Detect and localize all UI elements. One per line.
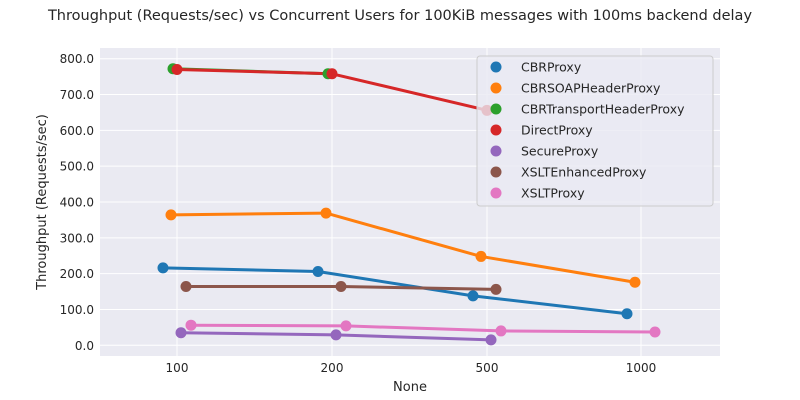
series-points <box>157 63 661 346</box>
legend-marker <box>490 124 502 136</box>
legend-marker <box>490 82 502 94</box>
data-point <box>165 209 177 221</box>
legend-label: SecureProxy <box>521 144 599 159</box>
data-point <box>467 290 479 302</box>
y-tick-label: 100.0 <box>60 303 94 317</box>
x-tick-label: 1000 <box>626 361 657 375</box>
x-axis-label: None <box>393 380 427 395</box>
data-point <box>475 250 487 262</box>
legend-label: CBRProxy <box>521 60 582 75</box>
y-tick-label: 700.0 <box>60 88 94 102</box>
data-point <box>157 262 169 274</box>
y-tick-label: 600.0 <box>60 124 94 138</box>
data-point <box>180 281 192 293</box>
y-tick-label: 200.0 <box>60 267 94 281</box>
y-axis-label: Throughput (Requests/sec) <box>35 114 50 291</box>
data-point <box>171 63 183 75</box>
legend-marker <box>490 145 502 157</box>
data-point <box>185 319 197 331</box>
x-tick-label: 500 <box>476 361 499 375</box>
data-point <box>340 320 352 332</box>
chart-title: Throughput (Requests/sec) vs Concurrent … <box>47 8 752 24</box>
data-point <box>490 283 502 295</box>
data-point <box>621 308 633 320</box>
y-tick-label: 400.0 <box>60 196 94 210</box>
legend-marker <box>490 187 502 199</box>
data-point <box>326 68 338 80</box>
y-tick-label: 300.0 <box>60 231 94 245</box>
legend-label: CBRTransportHeaderProxy <box>521 102 685 117</box>
data-point <box>320 207 332 219</box>
legend-label: DirectProxy <box>521 123 593 138</box>
data-point <box>495 325 507 337</box>
legend-box <box>476 55 714 207</box>
y-tick-label: 500.0 <box>60 160 94 174</box>
data-point <box>485 334 497 346</box>
legend-marker <box>490 61 502 73</box>
series-line <box>189 323 657 334</box>
series-line <box>169 211 637 284</box>
data-point <box>175 327 187 339</box>
legend-marker <box>490 166 502 178</box>
data-point <box>629 276 641 288</box>
x-tick-labels: 100 200 500 1000 <box>166 361 657 375</box>
legend-label: XSLTProxy <box>521 186 585 201</box>
legend-marker <box>490 103 502 115</box>
data-point <box>649 326 661 338</box>
legend-label: XSLTEnhancedProxy <box>521 165 647 180</box>
grid-lines <box>100 48 720 356</box>
series-line <box>161 266 629 316</box>
x-tick-label: 100 <box>166 361 189 375</box>
data-point <box>330 329 342 341</box>
data-point <box>312 265 324 277</box>
legend-label: CBRSOAPHeaderProxy <box>521 81 661 96</box>
y-tick-label: 800.0 <box>60 52 94 66</box>
data-point <box>335 281 347 293</box>
x-tick-label: 200 <box>321 361 344 375</box>
legend: CBRProxy CBRSOAPHeaderProxy CBRTransportHe… <box>476 55 714 207</box>
y-tick-labels: 0.0 100.0 200.0 300.0 400.0 500.0 600.0 700.0 80… <box>60 52 94 353</box>
y-tick-label: 0.0 <box>75 339 94 353</box>
